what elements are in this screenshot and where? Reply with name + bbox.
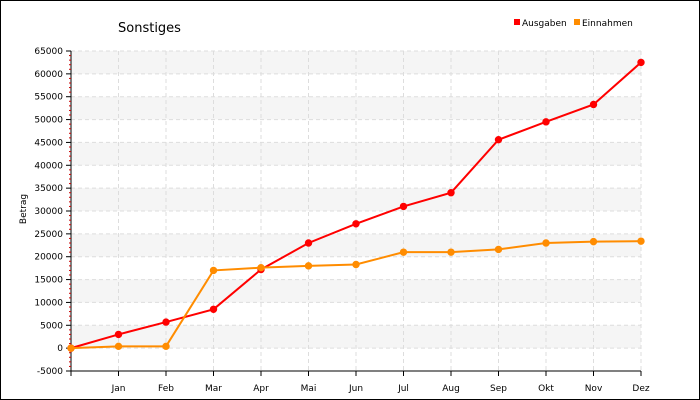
series-layer bbox=[67, 58, 645, 352]
data-point bbox=[257, 263, 265, 272]
x-tick-label: Dez bbox=[632, 384, 649, 394]
data-point bbox=[114, 342, 123, 351]
x-tick-label: Jan bbox=[111, 384, 126, 394]
legend-swatch bbox=[574, 19, 580, 25]
x-tick-label: Mai bbox=[301, 384, 317, 394]
x-tick-label: Aug bbox=[442, 384, 460, 394]
y-tick-label: 30000 bbox=[34, 207, 63, 217]
data-point bbox=[447, 248, 455, 256]
background-band bbox=[71, 325, 641, 349]
y-tick-label: 35000 bbox=[34, 184, 63, 194]
data-point bbox=[494, 245, 503, 254]
y-tick-label: 45000 bbox=[34, 138, 63, 148]
y-tick-label: 25000 bbox=[34, 230, 63, 240]
y-tick-label: 65000 bbox=[34, 47, 63, 57]
x-tick-label: Apr bbox=[253, 384, 269, 394]
y-tick-label: 5000 bbox=[40, 321, 63, 331]
data-point bbox=[637, 58, 645, 67]
data-point bbox=[494, 135, 503, 144]
data-point bbox=[589, 100, 598, 109]
y-tick-label: 20000 bbox=[34, 253, 63, 263]
data-point bbox=[447, 189, 455, 197]
data-point bbox=[209, 266, 218, 275]
y-axis-label: Betrag bbox=[19, 194, 29, 224]
y-tick-label: 10000 bbox=[34, 298, 63, 308]
data-point bbox=[352, 220, 360, 228]
background-band bbox=[71, 233, 641, 257]
x-tick-label: Nov bbox=[585, 384, 603, 394]
legend-label: Ausgaben bbox=[522, 19, 567, 29]
x-tick-label: Okt bbox=[538, 384, 554, 394]
data-point bbox=[304, 239, 313, 247]
data-point bbox=[67, 344, 75, 352]
y-tick-label: 0 bbox=[57, 344, 63, 354]
x-tick-label: Mar bbox=[205, 384, 222, 394]
data-point bbox=[399, 248, 408, 256]
legend: Ausgaben Einnahmen bbox=[514, 19, 633, 29]
y-axis-ticks: -5000 0 5000 10000 15000 20000 25000 30000 35000… bbox=[34, 47, 71, 377]
data-point bbox=[637, 237, 645, 245]
x-tick-label: Sep bbox=[490, 384, 507, 394]
legend-label: Einnahmen bbox=[582, 19, 633, 29]
y-tick-label: -5000 bbox=[37, 367, 63, 377]
y-tick-label: 15000 bbox=[34, 276, 63, 286]
y-tick-label: 50000 bbox=[34, 116, 63, 126]
chart-title: Sonstiges bbox=[118, 21, 181, 36]
x-axis-ticks: Jan Feb Mar Apr Mai Jun Jul Aug Sep Okt Nov Dez bbox=[70, 371, 650, 394]
data-point bbox=[589, 237, 598, 246]
data-point bbox=[352, 260, 360, 269]
y-tick-label: 40000 bbox=[34, 161, 63, 171]
legend-swatch bbox=[514, 19, 520, 25]
x-tick-label: Jul bbox=[397, 384, 409, 394]
data-point bbox=[162, 318, 170, 326]
x-tick-label: Jun bbox=[348, 384, 363, 394]
y-tick-label: 55000 bbox=[34, 93, 63, 103]
data-point bbox=[209, 305, 218, 313]
x-tick-label: Feb bbox=[158, 384, 174, 394]
data-point bbox=[304, 262, 313, 270]
data-point bbox=[399, 202, 408, 211]
data-point bbox=[114, 330, 123, 339]
data-point bbox=[542, 118, 550, 126]
data-point bbox=[162, 342, 170, 351]
y-tick-label: 60000 bbox=[34, 70, 63, 80]
data-point bbox=[542, 239, 550, 247]
